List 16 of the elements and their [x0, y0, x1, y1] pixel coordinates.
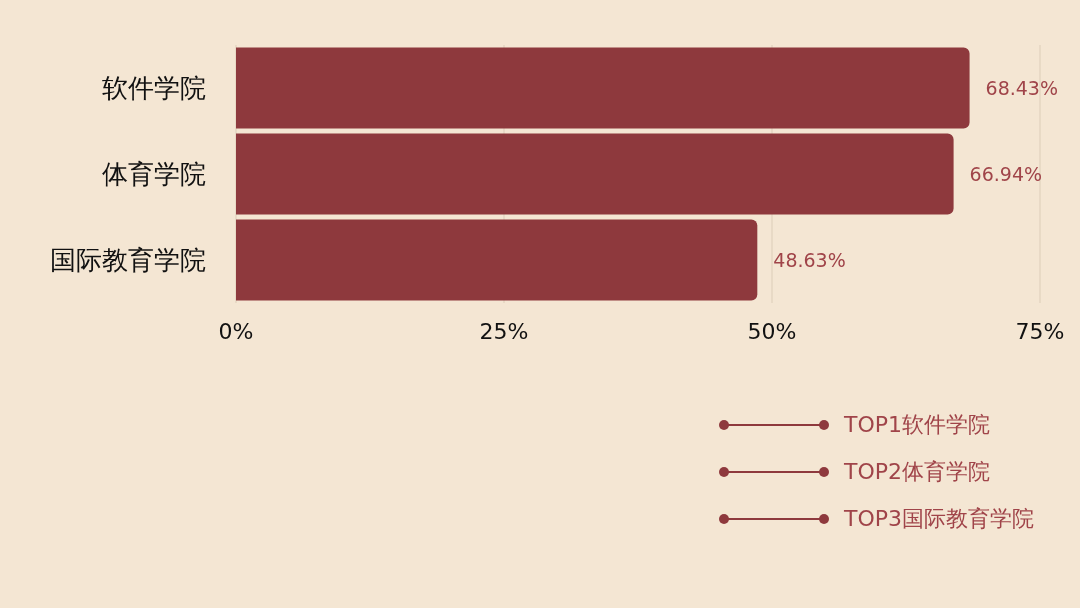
text: TOP3国际教育学院: [844, 505, 1035, 533]
x-tick-label: 0%: [218, 318, 254, 344]
data-label: 66.94%: [969, 162, 1043, 185]
text: TOP2体育学院: [844, 458, 991, 486]
data-label: 68.43%: [985, 76, 1059, 99]
bar: [236, 219, 758, 301]
bar: [236, 133, 954, 215]
y-tick-label: 体育学院: [102, 159, 206, 190]
text: TOP1软件学院: [844, 411, 991, 439]
y-tick-label: 国际教育学院: [50, 245, 206, 276]
x-tick-label: 25%: [479, 318, 529, 344]
data-label: 48.63%: [773, 248, 846, 271]
bar: [236, 47, 970, 129]
y-tick-label: 软件学院: [102, 73, 206, 104]
x-tick-label: 50%: [747, 318, 797, 344]
x-tick-label: 75%: [1015, 318, 1065, 344]
